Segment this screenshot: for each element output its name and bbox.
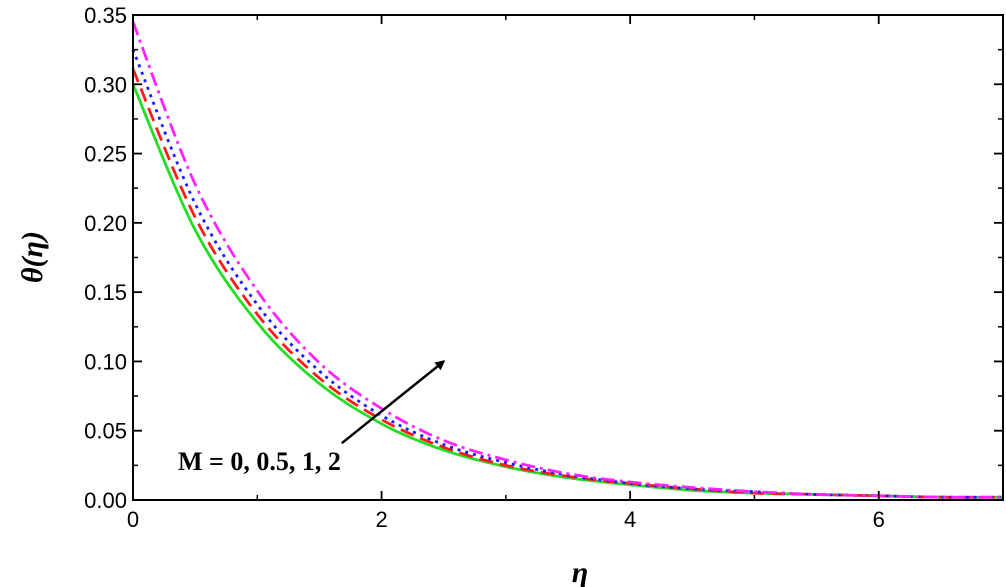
x-tick-label: 6 [873, 507, 885, 532]
series-layer [131, 21, 1004, 499]
y-tick-label: 0.20 [84, 211, 127, 236]
tick-layer: 0 2 4 6 0.00 0.05 0.10 0.15 0.20 0.25 0.30 0.35 [84, 3, 1003, 532]
y-tick-label: 0.25 [84, 142, 127, 167]
y-tick-label: 0.30 [84, 72, 127, 97]
y-tick-label: 0.35 [84, 3, 127, 28]
annotation-layer: M = 0, 0.5, 1, 2 [178, 360, 446, 476]
y-tick-label: 0.00 [84, 488, 127, 513]
y-axis-title: θ(η) [16, 231, 49, 283]
x-tick-label: 4 [624, 507, 636, 532]
annotation-label: M = 0, 0.5, 1, 2 [178, 447, 341, 476]
y-tick-label: 0.05 [84, 419, 127, 444]
x-tick-label: 2 [375, 507, 387, 532]
y-tick-label: 0.10 [84, 349, 127, 374]
y-tick-label: 0.15 [84, 280, 127, 305]
plot-background [133, 15, 1003, 500]
x-axis-title: η [572, 556, 588, 587]
x-tick-label: 0 [127, 507, 139, 532]
annotation-arrow [341, 360, 446, 445]
